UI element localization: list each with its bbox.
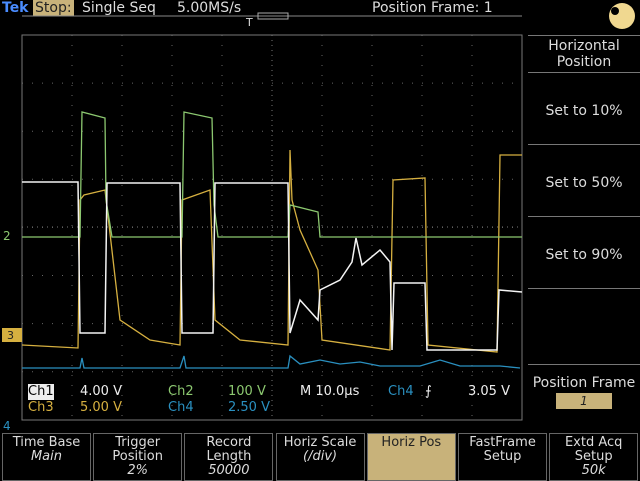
position-frame-button[interactable]: Position Frame 1 (528, 364, 640, 431)
ch1-scale: 4.00 V (80, 384, 122, 399)
button-value: 50k (581, 463, 606, 478)
button-label: Horiz Pos (381, 435, 442, 450)
button-value: 50000 (208, 463, 250, 478)
button-value: 2% (127, 463, 148, 478)
button-value: (/div) (303, 449, 338, 464)
ch4-marker: 4 (3, 419, 11, 433)
side-menu-item[interactable]: Set to 90% (528, 216, 640, 289)
sample-rate: 5.00MS/s (177, 0, 242, 16)
button-label: FastFrame Setup (469, 435, 536, 464)
side-menu-blank (528, 288, 640, 365)
brand: Tek (2, 0, 29, 16)
trigger-source: Ch4 (388, 384, 414, 399)
side-menu-item[interactable]: Set to 50% (528, 144, 640, 217)
ch1-trace (22, 181, 523, 351)
ch3-scale: 5.00 V (80, 400, 122, 415)
trigger-level: 3.05 V (468, 384, 510, 399)
bottom-menu-button[interactable]: Extd Acq Setup 50k (549, 433, 639, 481)
ch3-marker: 3 (7, 329, 14, 342)
readouts: Ch1 4.00 V Ch2 100 V M 10.0µs Ch4 ⨍ 3.05… (28, 384, 510, 415)
bottom-menu-button[interactable]: Record Length 50000 (184, 433, 274, 481)
bottom-menu-button[interactable]: Horiz Pos (366, 433, 456, 481)
position-frame-value: 1 (556, 393, 612, 409)
ch3-trace (21, 149, 522, 353)
ch4-scale: 2.50 V (228, 400, 270, 415)
status-icon-dot (611, 7, 619, 15)
button-label: Horiz Scale (283, 435, 357, 450)
ch2-label: Ch2 (168, 384, 194, 399)
side-menu-title: Horizontal Position (528, 35, 640, 74)
button-label: Trigger Position (112, 435, 163, 464)
trigger-marker: T (245, 16, 253, 29)
ch3-marker-box (2, 328, 22, 342)
button-value: Main (30, 449, 63, 464)
status-icon (609, 3, 635, 29)
ch1-label: Ch1 (28, 384, 54, 400)
ch3-label: Ch3 (28, 400, 54, 415)
button-label: Extd Acq Setup (564, 435, 623, 464)
run-state: Stop: (33, 0, 74, 16)
ch4-label: Ch4 (168, 400, 194, 415)
ch2-marker: 2 (3, 229, 11, 243)
timebase: M 10.0µs (300, 384, 360, 399)
ch2-trace (22, 111, 522, 238)
side-menu-item[interactable]: Set to 10% (528, 72, 640, 145)
position-frame: Position Frame: 1 (372, 0, 493, 16)
button-label: Record Length (206, 435, 252, 464)
record-window (257, 12, 289, 20)
ch4-trace (22, 354, 521, 369)
bottom-menu-button[interactable]: Horiz Scale (/div) (275, 433, 365, 481)
acq-mode: Single Seq (82, 0, 156, 16)
position-frame-label: Position Frame (532, 375, 636, 391)
bottom-menu-button[interactable]: Time Base Main (2, 433, 91, 481)
bottom-menu-button[interactable]: Trigger Position 2% (93, 433, 183, 481)
button-label: Time Base (12, 435, 81, 450)
ch2-scale: 100 V (228, 384, 266, 399)
bottom-menu-button[interactable]: FastFrame Setup (458, 433, 547, 481)
